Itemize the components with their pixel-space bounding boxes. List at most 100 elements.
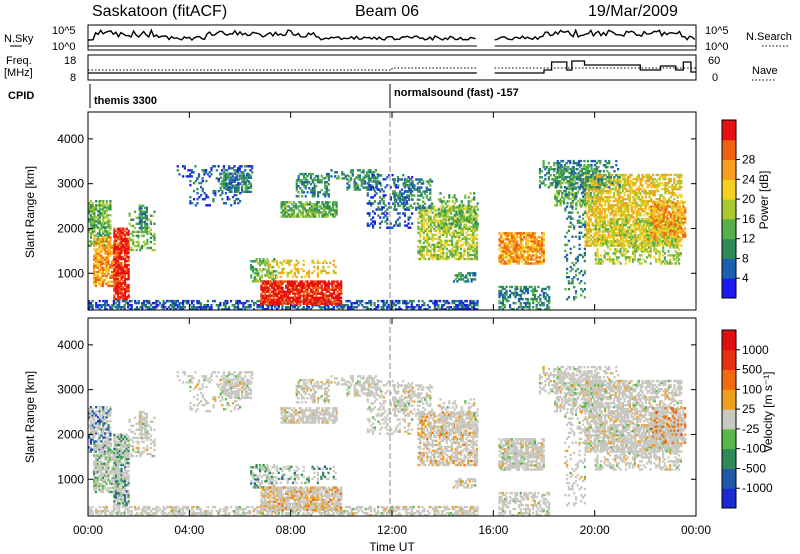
power-cell [393,182,396,185]
power-cell [443,229,447,232]
power-cell [609,224,612,227]
power-cell [341,177,344,180]
power-cell [399,190,402,193]
power-cell [279,284,282,287]
power-cell [107,270,110,273]
power-cell [262,280,265,283]
power-cell [308,181,311,184]
power-cell [290,288,293,291]
power-cell [183,167,186,170]
power-cell [244,190,247,193]
power-cell [208,308,211,311]
power-cell [389,299,392,303]
power-cell [286,302,290,305]
power-cell [196,308,199,311]
power-cell [96,218,100,221]
power-cell [127,294,130,297]
power-cell [238,165,241,168]
power-cell [301,284,304,287]
power-cell [120,233,123,236]
power-cell [541,236,544,239]
power-cell [138,208,141,212]
power-cell [526,234,529,237]
power-cell [532,232,535,235]
power-cell [588,226,591,229]
power-cell [272,292,275,295]
power-cell [116,259,120,263]
power-cell [498,293,501,297]
power-cell [100,276,103,279]
power-cell [113,235,116,238]
power-cell [526,246,529,249]
power-cell [472,225,475,228]
power-cell [100,248,103,251]
power-cell [544,287,547,291]
power-cell [278,302,281,305]
power-cell [116,284,120,287]
power-cell [295,286,298,289]
power-cell [451,255,454,259]
power-cell [298,201,301,204]
power-cell [335,177,338,180]
power-cell [408,198,411,201]
power-cell [433,209,436,212]
power-cell [429,192,432,195]
power-cell [105,240,108,243]
power-cell [516,232,519,235]
power-cell [309,189,313,192]
power-cell [295,183,298,186]
power-cell [519,285,522,289]
power-cell [591,189,594,193]
power-cell [455,220,458,223]
power-cell [134,299,137,303]
power-cell [132,234,135,238]
power-cell [300,275,303,279]
power-cell [127,304,130,307]
power-cell [272,298,275,301]
power-cell [452,253,455,257]
power-cell [115,229,118,232]
power-cell [101,266,105,269]
power-cell [109,238,112,241]
power-cell [539,293,542,297]
nsky-line [87,28,696,42]
power-cell [149,236,152,240]
power-cell [428,225,431,228]
power-cell [500,254,503,257]
power-cell [274,298,277,301]
power-cell [405,308,408,311]
power-cell [95,204,98,207]
power-cell [100,254,103,257]
power-cell [325,290,329,293]
power-cell [313,183,316,186]
power-cell [579,165,582,169]
power-cell [468,247,471,251]
power-cell [93,276,96,279]
power-cell [266,270,269,273]
power-cell [93,282,96,286]
power-cell [611,183,614,187]
power-cell [472,253,475,257]
power-cell [235,176,238,179]
power-cell [561,181,564,185]
power-cell [306,280,309,283]
power-cell [100,262,103,265]
power-cell [535,252,538,255]
power-cell [509,238,512,241]
power-cell [140,222,143,226]
power-cell [199,308,202,311]
power-cell [259,268,262,271]
power-cell [89,210,92,213]
power-cell [555,204,559,207]
power-cell [498,306,501,309]
power-cell [607,234,610,237]
power-cell [428,237,431,241]
power-cell [274,280,277,283]
power-cell [299,298,302,301]
power-cell [242,176,245,179]
power-cell [386,212,389,215]
power-cell [468,253,471,257]
power-cell [525,258,528,261]
power-cell [475,205,479,208]
power-cell [308,292,311,295]
